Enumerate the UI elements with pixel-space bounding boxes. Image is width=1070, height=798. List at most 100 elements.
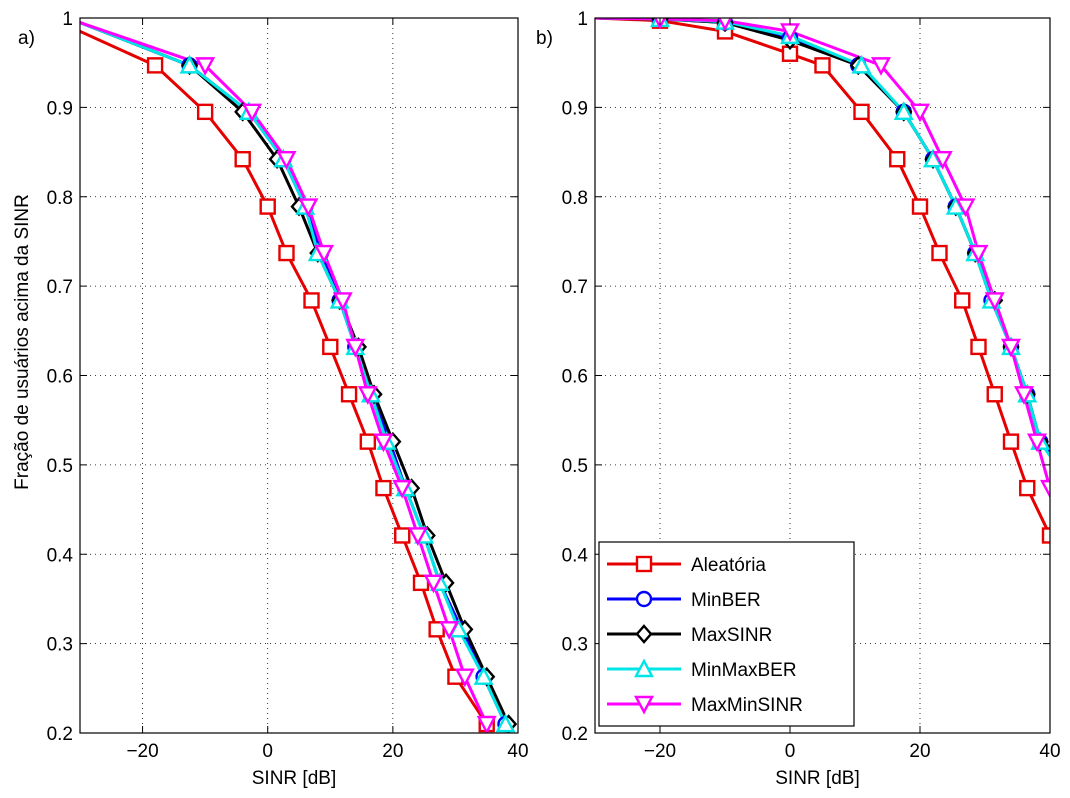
data-point-minmaxber [473, 666, 494, 685]
legend-item-maxsinr: MaxSINR [607, 624, 772, 646]
data-point-maxminsinr [298, 198, 319, 218]
y-tick-label: 0.3 [562, 635, 588, 656]
legend-marker [635, 590, 653, 608]
data-point-aleatoria [196, 103, 214, 121]
legend-marker [635, 624, 653, 644]
legend-item-minmaxber: MinMaxBER [607, 658, 797, 681]
y-tick-label: 0.2 [47, 724, 73, 745]
data-point-maxminsinr [932, 151, 953, 170]
legend-item-minber: MinBER [607, 590, 761, 611]
data-point-maxminsinr [1014, 386, 1034, 405]
data-point-aleatoria [1019, 479, 1036, 497]
legend-label: MaxSINR [691, 625, 772, 646]
data-point-minmaxber [851, 54, 872, 74]
panel-label: a) [18, 28, 35, 49]
data-point-aleatoria [146, 57, 164, 74]
data-point-maxminsinr [955, 198, 976, 218]
series-line-minmaxber [80, 21, 507, 725]
data-point-aleatoria [889, 151, 906, 168]
x-tick-label: 0 [785, 741, 796, 762]
data-point-aleatoria [970, 338, 987, 356]
data-point-aleatoria [303, 292, 320, 309]
data-point-maxminsinr [871, 57, 891, 76]
data-point-maxminsinr [392, 479, 413, 499]
y-tick-label: 0.2 [562, 724, 588, 745]
legend-item-maxminsinr: MaxMinSINR [607, 695, 803, 716]
data-point-maxminsinr [984, 292, 1005, 311]
data-point-aleatoria [911, 198, 929, 215]
y-tick-label: 0.5 [47, 456, 73, 477]
x-tick-label: 20 [909, 741, 930, 762]
data-point-maxminsinr [968, 244, 989, 264]
legend-marker [634, 695, 654, 715]
x-tick-label: −20 [126, 741, 158, 762]
legend-item-aleatoria: Aleatória [607, 555, 766, 576]
x-tick-label: 20 [382, 741, 403, 762]
y-axis-label: Fração de usuários acima da SINR [12, 194, 33, 490]
legend-marker [635, 555, 653, 573]
legend: Aleatória MinBER MaxSINR MinMaxBER MaxMinSIN… [598, 541, 855, 727]
y-tick-label: 0.8 [562, 188, 588, 209]
legend-label: Aleatória [691, 555, 766, 576]
data-point-aleatoria [853, 103, 870, 121]
series-line-maxminsinr [80, 21, 489, 725]
y-tick-label: 1 [62, 9, 73, 30]
data-point-aleatoria [986, 386, 1003, 403]
data-point-aleatoria [814, 57, 831, 74]
legend-label: MaxMinSINR [691, 695, 803, 716]
y-tick-label: 0.9 [47, 98, 73, 119]
data-point-maxminsinr [423, 574, 444, 594]
data-point-maxminsinr [373, 433, 394, 453]
x-tick-label: 40 [1039, 741, 1060, 762]
y-tick-label: 0.6 [562, 367, 588, 388]
data-point-maxminsinr [1040, 479, 1050, 499]
data-point-aleatoria [234, 151, 251, 168]
data-point-minmaxber [495, 713, 516, 733]
data-point-aleatoria [394, 527, 411, 544]
data-point-maxminsinr [439, 621, 460, 640]
data-point-aleatoria [1002, 433, 1020, 450]
series-group [595, 18, 1050, 544]
y-tick-label: 0.7 [47, 277, 73, 298]
y-tick-label: 0.7 [562, 277, 588, 298]
data-point-maxminsinr [1001, 338, 1021, 358]
legend-label: MinBER [691, 590, 761, 611]
data-point-maxminsinr [345, 338, 366, 358]
data-point-maxminsinr [276, 151, 297, 170]
panel-a: −20 0 20 40 0.2 0.3 0.4 0.5 0.6 0.7 0.8 0.9 1 SINR [d… [18, 9, 529, 789]
data-point-maxminsinr [910, 103, 930, 123]
data-point-aleatoria [1041, 527, 1050, 544]
x-tick-label: 0 [262, 741, 273, 762]
y-tick-label: 0.4 [47, 545, 74, 566]
data-point-aleatoria [931, 244, 948, 262]
series-line-aleatoria [80, 30, 488, 725]
data-point-aleatoria [375, 479, 392, 497]
data-point-maxminsinr [717, 18, 733, 32]
y-tick-label: 0.6 [47, 367, 73, 388]
data-point-aleatoria [954, 292, 971, 309]
data-point-maxminsinr [314, 244, 335, 264]
data-point-aleatoria [278, 244, 295, 262]
data-point-aleatoria [322, 338, 339, 356]
x-axis-label: SINR [dB] [775, 768, 859, 789]
panel-label: b) [536, 28, 553, 49]
x-axis-label: SINR [dB] [252, 768, 336, 789]
series-group [80, 21, 518, 733]
data-point-minmaxber [179, 54, 200, 74]
data-point-maxminsinr [195, 57, 216, 76]
data-point-maxminsinr [332, 292, 353, 311]
data-point-maxminsinr [1027, 433, 1047, 453]
data-point-aleatoria [359, 433, 377, 450]
y-tick-label: 0.8 [47, 188, 73, 209]
y-tick-label: 0.9 [562, 98, 588, 119]
data-point-maxminsinr [357, 386, 378, 405]
data-point-maxminsinr [242, 103, 263, 123]
data-point-aleatoria [340, 386, 358, 403]
data-point-maxminsinr [407, 527, 428, 547]
y-tick-label: 0.4 [562, 545, 589, 566]
x-tick-label: 40 [507, 741, 528, 762]
y-tick-label: 0.3 [47, 635, 73, 656]
legend-label: MinMaxBER [691, 660, 797, 681]
data-point-maxminsinr [476, 715, 497, 733]
